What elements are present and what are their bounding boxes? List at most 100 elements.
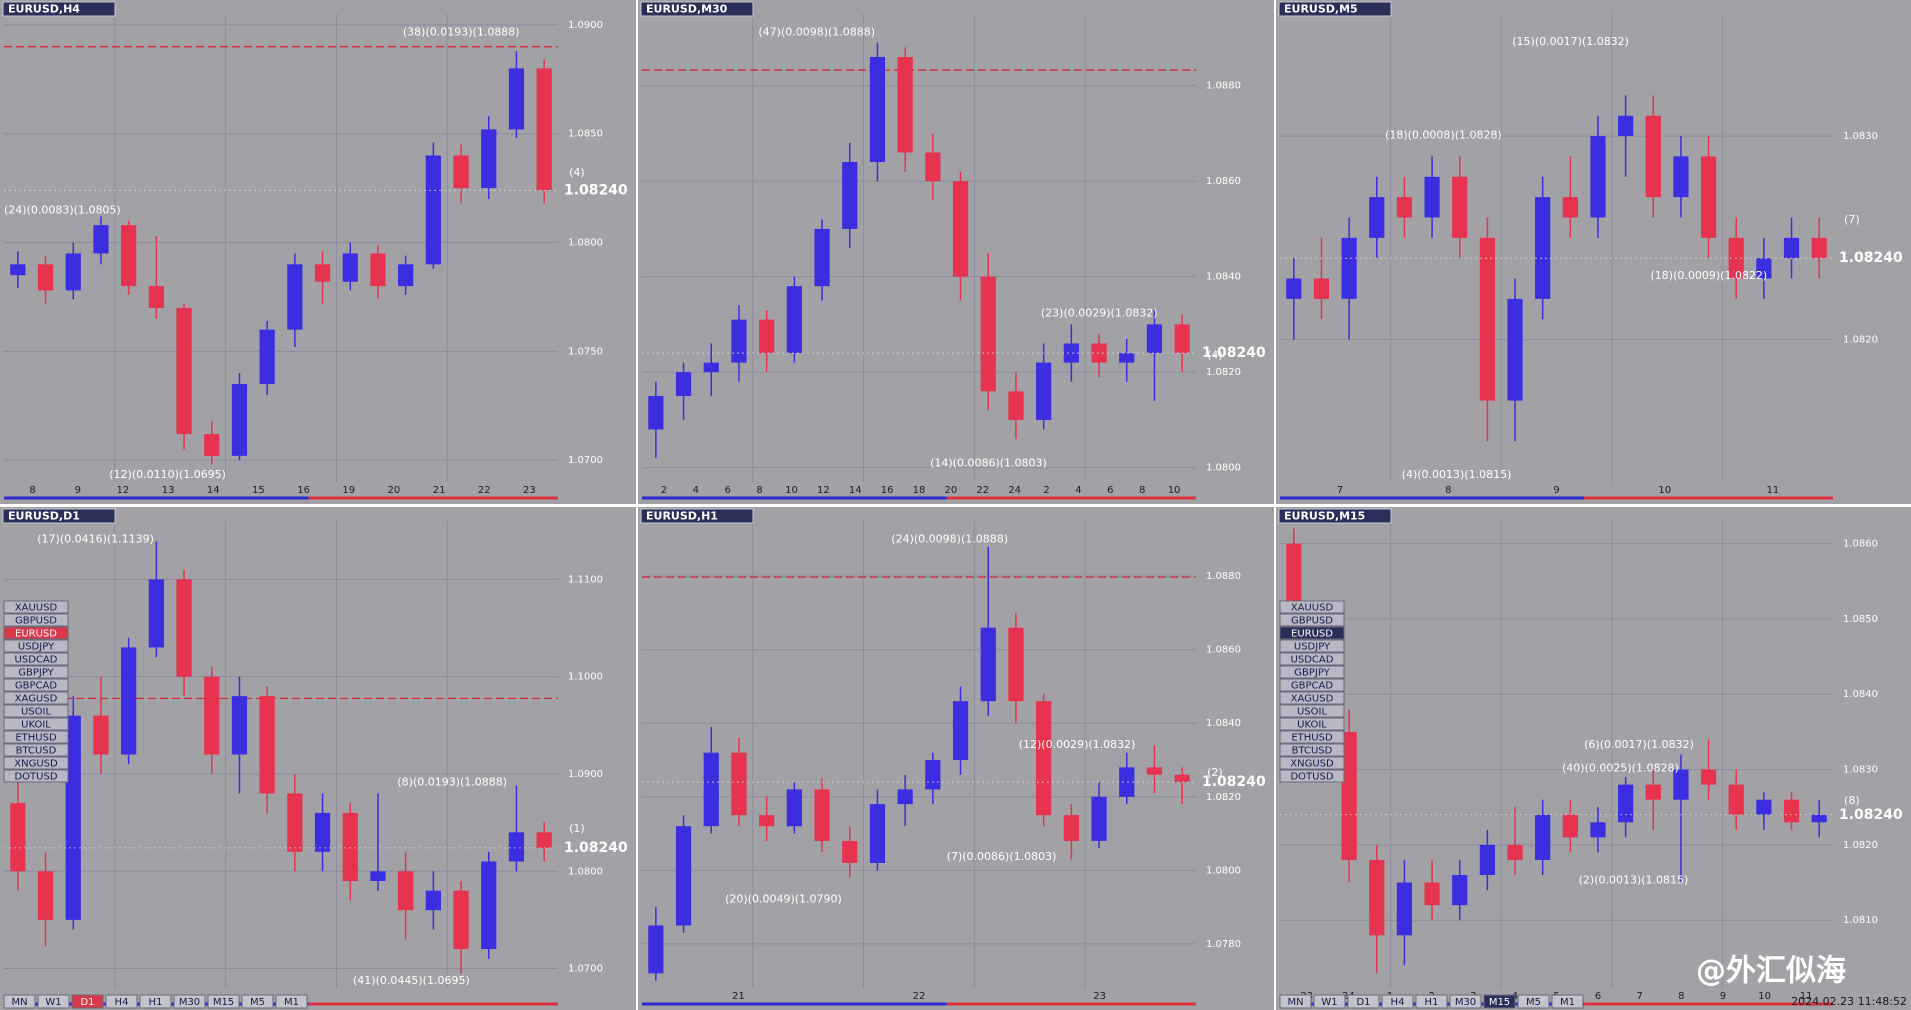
symbol-button[interactable] [3,704,69,718]
symbol-button[interactable] [1279,743,1345,757]
symbol-button-label[interactable]: USOIL [21,707,51,718]
symbol-button-label[interactable]: USDJPY [18,642,55,653]
symbol-button[interactable] [3,652,69,666]
timeframe-button[interactable] [1313,994,1346,1009]
timeframe-button-label[interactable]: H1 [149,997,163,1008]
symbol-button-label[interactable]: DOTUSD [1290,772,1333,783]
timeframe-button-label[interactable]: H1 [1425,997,1439,1008]
timeframe-button-label[interactable]: H4 [1391,997,1405,1008]
timeframe-button-label[interactable]: M5 [1526,997,1541,1008]
timeframe-button[interactable] [1381,994,1414,1009]
timeframe-button[interactable] [105,994,138,1009]
symbol-button[interactable] [3,665,69,679]
symbol-button[interactable] [1279,639,1345,653]
symbol-button[interactable] [3,769,69,783]
symbol-button-label[interactable]: GBPCAD [1291,681,1333,692]
symbol-button[interactable] [3,613,69,627]
symbol-button[interactable] [3,756,69,770]
symbol-button-label[interactable]: UKOIL [1297,720,1327,731]
timeframe-button[interactable] [3,994,36,1009]
symbol-button-label[interactable]: USDCAD [15,655,58,666]
timeframe-button[interactable] [207,994,240,1009]
symbol-button-label[interactable]: ETHUSD [15,733,57,744]
symbol-button[interactable] [1279,600,1345,614]
candle-body [1119,353,1135,363]
symbol-button[interactable] [1279,665,1345,679]
symbol-button[interactable] [3,730,69,744]
x-tick-label: 9 [75,485,81,496]
x-tick-label: 10 [1658,485,1671,496]
wave-annotation: (8) [1844,794,1860,807]
timeframe-button[interactable] [37,994,70,1009]
symbol-button-label[interactable]: XAGUSD [15,694,58,705]
symbol-button-label[interactable]: EURUSD [1291,629,1333,640]
timeframe-button[interactable] [241,994,274,1009]
symbol-button-label[interactable]: DOTUSD [14,772,57,783]
timeframe-button-label[interactable]: M15 [213,997,234,1008]
candle-body [925,152,941,182]
timeframe-button[interactable] [1449,994,1482,1009]
symbol-button[interactable] [1279,652,1345,666]
symbol-button-label[interactable]: XAUUSD [1291,603,1334,614]
timeframe-button-label[interactable]: H4 [115,997,129,1008]
timeframe-button-label[interactable]: D1 [80,997,94,1008]
wave-annotation: (20)(0.0049)(1.0790) [725,892,842,905]
symbol-button-label[interactable]: XAGUSD [1291,694,1334,705]
timeframe-button-label[interactable]: M30 [1455,997,1476,1008]
symbol-button[interactable] [1279,626,1345,640]
symbol-button-label[interactable]: XNGUSD [14,759,58,770]
timeframe-button[interactable] [139,994,172,1009]
symbol-button[interactable] [3,717,69,731]
symbol-button-label[interactable]: BTCUSD [16,746,57,757]
symbol-button[interactable] [1279,678,1345,692]
timeframe-button-label[interactable]: W1 [45,997,61,1008]
timeframe-button-label[interactable]: D1 [1356,997,1370,1008]
timeframe-button-label[interactable]: MN [11,997,27,1008]
symbol-button-label[interactable]: GBPUSD [15,616,57,627]
timeframe-button[interactable] [1551,994,1584,1009]
symbol-button-label[interactable]: EURUSD [15,629,57,640]
symbol-button[interactable] [3,691,69,705]
symbol-button[interactable] [1279,769,1345,783]
timeframe-button-label[interactable]: M15 [1489,997,1510,1008]
symbol-button-label[interactable]: BTCUSD [1292,746,1333,757]
symbol-button[interactable] [1279,613,1345,627]
candle-body [1369,197,1385,238]
symbol-button-label[interactable]: USDJPY [1294,642,1331,653]
timeframe-button[interactable] [1517,994,1550,1009]
timeframe-button-label[interactable]: M1 [1560,997,1575,1008]
symbol-button-label[interactable]: XNGUSD [1290,759,1334,770]
symbol-button[interactable] [1279,756,1345,770]
timeframe-button-label[interactable]: M1 [284,997,299,1008]
timeframe-button[interactable] [1347,994,1380,1009]
timeframe-button[interactable] [1279,994,1312,1009]
timeframe-button-label[interactable]: MN [1287,997,1303,1008]
timeframe-button-label[interactable]: M5 [250,997,265,1008]
symbol-button[interactable] [1279,704,1345,718]
symbol-button-label[interactable]: ETHUSD [1291,733,1333,744]
symbol-button[interactable] [3,743,69,757]
symbol-button-label[interactable]: XAUUSD [15,603,58,614]
candle-body [814,789,830,841]
symbol-button-label[interactable]: GBPJPY [18,668,54,679]
symbol-button[interactable] [1279,717,1345,731]
symbol-button[interactable] [3,639,69,653]
symbol-button[interactable] [3,626,69,640]
timeframe-button[interactable] [71,994,104,1009]
timeframe-button-label[interactable]: W1 [1321,997,1337,1008]
timeframe-button[interactable] [173,994,206,1009]
timeframe-button-label[interactable]: M30 [179,997,200,1008]
symbol-button-label[interactable]: UKOIL [21,720,51,731]
symbol-button[interactable] [3,678,69,692]
timeframe-button[interactable] [1483,994,1516,1009]
symbol-button-label[interactable]: GBPJPY [1294,668,1330,679]
symbol-button-label[interactable]: USDCAD [1291,655,1334,666]
timeframe-button[interactable] [275,994,308,1009]
timeframe-button[interactable] [1415,994,1448,1009]
symbol-button[interactable] [1279,691,1345,705]
symbol-button-label[interactable]: USOIL [1297,707,1327,718]
symbol-button[interactable] [3,600,69,614]
symbol-button[interactable] [1279,730,1345,744]
symbol-button-label[interactable]: GBPUSD [1291,616,1333,627]
symbol-button-label[interactable]: GBPCAD [15,681,57,692]
